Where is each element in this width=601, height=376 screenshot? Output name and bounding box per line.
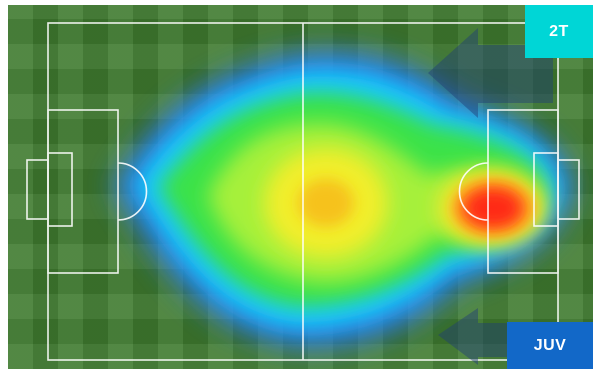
- right-penalty-arc: [458, 162, 489, 221]
- team-badge: JUV: [507, 322, 593, 369]
- football-pitch: 2T JUV: [8, 5, 593, 369]
- heatmap-layer: [113, 51, 573, 348]
- heat-zone-orange-center: [298, 179, 354, 227]
- pitch-heatmap-svg: [26, 22, 580, 365]
- right-goal: [557, 159, 580, 220]
- left-goal-box: [47, 152, 73, 227]
- left-goal: [26, 159, 49, 220]
- left-penalty-box: [47, 109, 119, 274]
- heat-zone-red-right: [465, 189, 521, 227]
- left-penalty-arc: [117, 162, 148, 221]
- attack-arrow-top: [428, 28, 553, 118]
- pitch-markings: [26, 22, 580, 361]
- period-badge: 2T: [525, 5, 593, 58]
